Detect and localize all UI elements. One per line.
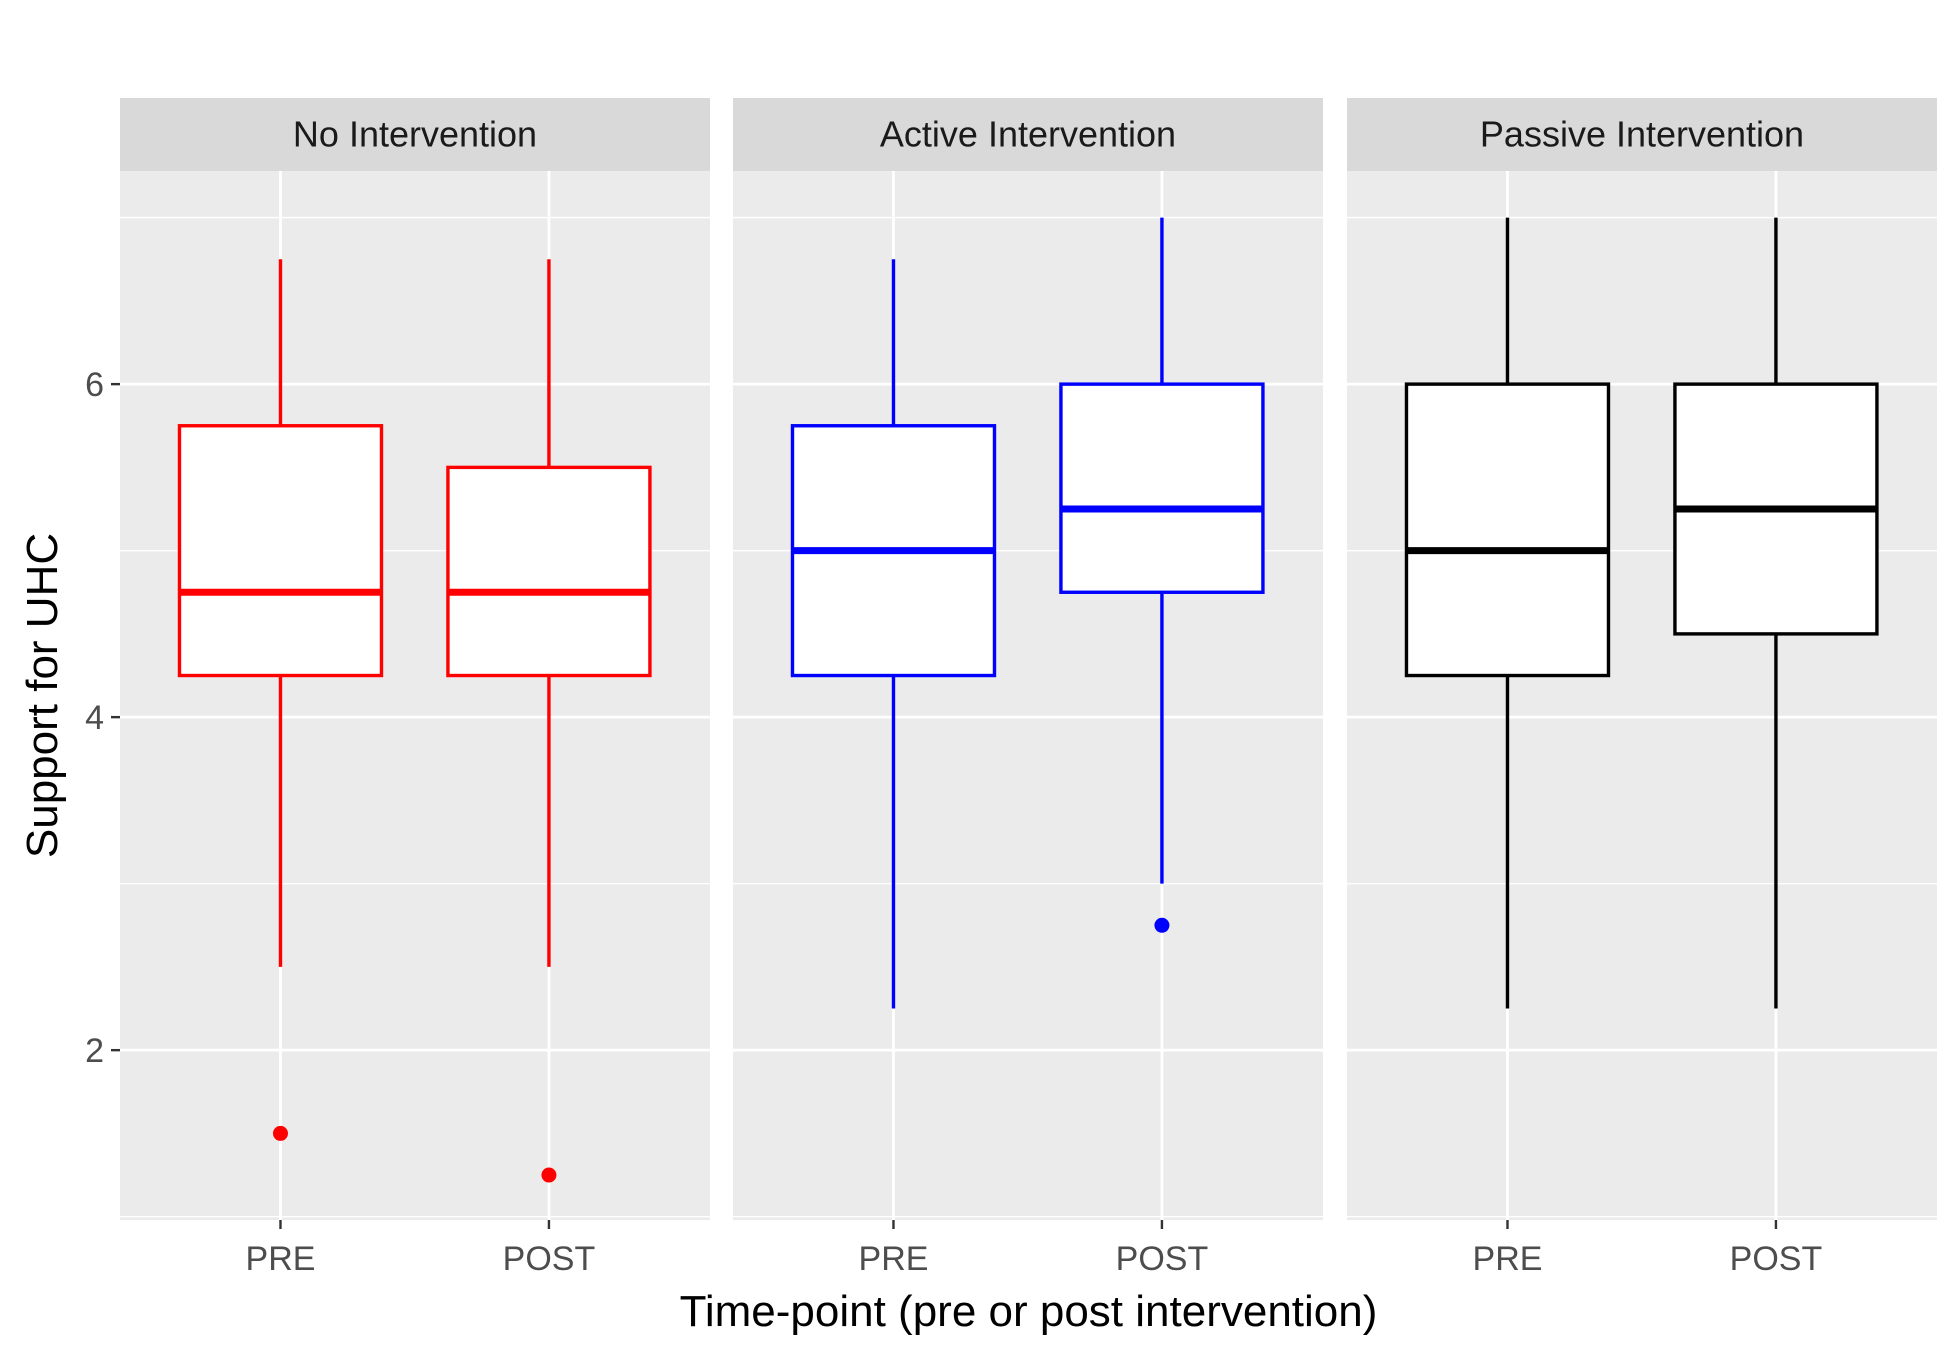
x-tick-label: POST (503, 1240, 596, 1278)
x-tick-label: POST (1730, 1240, 1823, 1278)
facet-strip (120, 98, 710, 171)
facet-strip (733, 98, 1323, 171)
iqr-box (446, 465, 652, 678)
facet-strip (1347, 98, 1937, 171)
x-tick-label: PRE (859, 1240, 929, 1278)
iqr-box (1404, 382, 1611, 678)
facet-strip-label: No Intervention (293, 114, 537, 155)
x-tick-label: PRE (1473, 1240, 1543, 1278)
y-tick-label: 4 (85, 699, 104, 737)
y-axis-title: Support for UHC (18, 533, 67, 858)
x-tick-label: POST (1116, 1240, 1209, 1278)
iqr-box (1059, 382, 1265, 594)
y-tick-label: 6 (85, 366, 104, 404)
x-axis-title: Time-point (pre or post intervention) (680, 1287, 1378, 1336)
x-tick-label: PRE (246, 1240, 316, 1278)
panel-background (733, 171, 1323, 1220)
outlier-point (1154, 917, 1170, 933)
facet-strip-label: Active Intervention (880, 114, 1176, 155)
outlier-point (541, 1167, 557, 1183)
facet-strip-label: Passive Intervention (1480, 114, 1804, 155)
panel-background (1347, 171, 1937, 1220)
y-tick-label: 2 (85, 1032, 104, 1070)
outlier-point (272, 1125, 288, 1141)
panel-background (120, 171, 710, 1220)
iqr-box (177, 424, 384, 678)
